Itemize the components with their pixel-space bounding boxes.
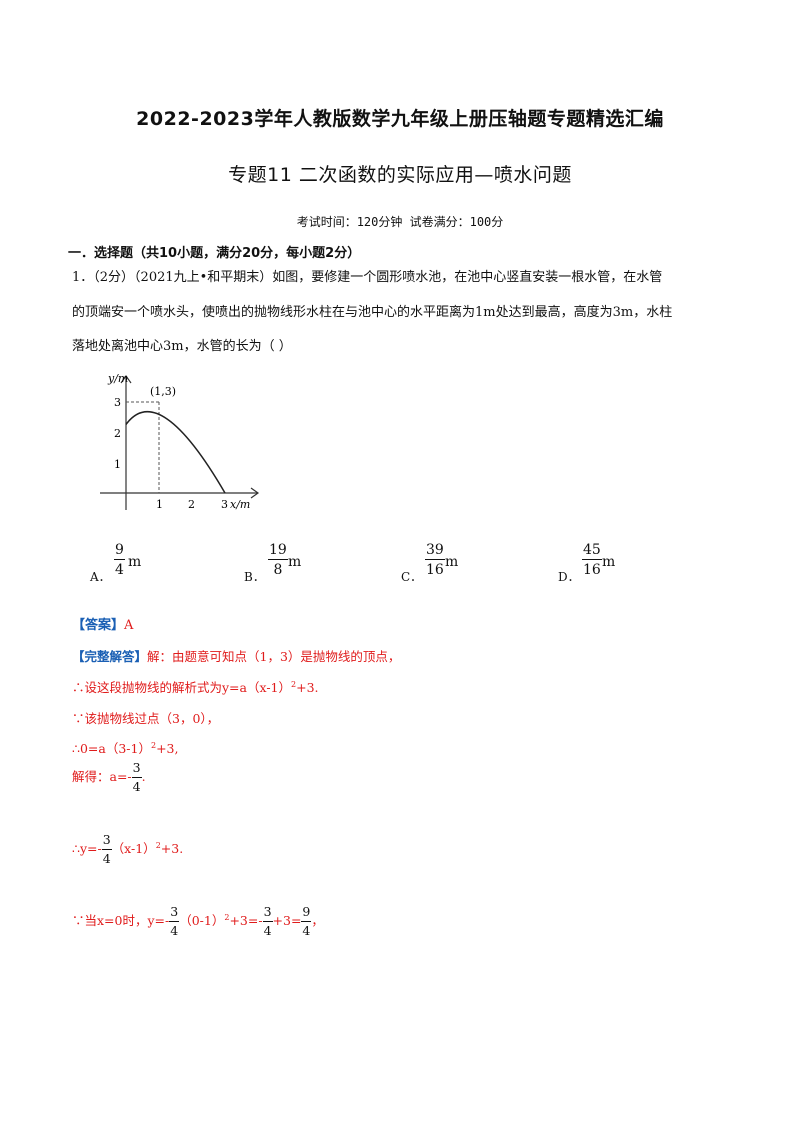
fraction-numerator: 9 — [301, 905, 312, 922]
question-line-1: 1．（2分）（2021九上•和平期末）如图，要修建一个圆形喷水池，在池中心竖直安… — [72, 270, 663, 285]
option-d-unit: m — [602, 554, 616, 570]
exponent: 2 — [150, 740, 157, 750]
y-axis-label: y/m — [107, 372, 128, 385]
fraction-numerator: 3 — [169, 905, 180, 922]
solution-line-1: 【完整解答】解：由题意可知点（1，3）是抛物线的顶点， — [72, 646, 400, 665]
solution-text-7e: ， — [311, 913, 324, 928]
question-line-3: 落地处离池中心3m，水管的长为（ ） — [72, 339, 292, 354]
exponent: 2 — [291, 679, 297, 689]
solution-line-2: ∴设这段抛物线的解析式为y=a（x-1）2+3. — [72, 677, 319, 696]
solution-text-7c: +3=- — [229, 913, 263, 928]
solution-text-6a: ∴y=- — [72, 841, 102, 856]
fraction-denominator: 4 — [170, 922, 179, 938]
option-d-denominator: 16 — [583, 562, 601, 578]
option-c-fraction: 39 16 — [425, 543, 445, 577]
solution-text-6c: +3. — [160, 841, 184, 856]
solution-line-7: ∵当x=0时，y=- 3 4 （0-1）2+3=- 3 4 +3= 9 4， — [72, 905, 324, 938]
document-title: 2022-2023学年人教版数学九年级上册压轴题专题精选汇编 — [136, 108, 664, 130]
exponent: 2 — [224, 912, 230, 922]
option-a-fraction: 9 4 — [114, 543, 125, 577]
option-d-fraction: 45 16 — [582, 543, 602, 577]
solution-text-6b: （x-1） — [111, 841, 156, 856]
x-tick-3: 3 — [221, 498, 228, 511]
parabola-curve — [125, 411, 226, 494]
section-heading: 一．选择题（共10小题，满分20分，每小题2分） — [68, 246, 361, 261]
solution-line-3: ∵该抛物线过点（3，0）， — [72, 711, 220, 726]
fraction-denominator: 4 — [263, 922, 272, 938]
option-a-unit: m — [128, 554, 142, 570]
solution-text-2b: +3. — [296, 680, 319, 695]
option-b-fraction: 19 8 — [268, 543, 288, 577]
solution-text-5a: 解得：a=- — [72, 769, 132, 784]
solution-text-2a: ∴设这段抛物线的解析式为y=a（x-1） — [72, 680, 291, 695]
x-axis-arrow — [250, 487, 260, 499]
question-line-2: 的顶端安一个喷水头，使喷出的抛物线形水柱在与池中心的水平距离为1m处达到最高，高… — [72, 305, 673, 320]
fraction-numerator: 3 — [131, 761, 142, 778]
solution-text-7b: （0-1） — [179, 913, 225, 928]
answer-line: 【答案】A — [72, 614, 133, 633]
solution-text-5b: . — [141, 769, 146, 784]
fraction-numerator: 3 — [101, 833, 112, 850]
document-subtitle: 专题11 二次函数的实际应用—喷水问题 — [228, 164, 572, 186]
solution-text-1: 解：由题意可知点（1，3）是抛物线的顶点， — [147, 649, 401, 664]
exam-info: 考试时间：120分钟 试卷满分：100分 — [296, 215, 504, 229]
y-axis-arrow — [120, 374, 132, 384]
solution-text-4b: +3, — [156, 741, 179, 756]
option-b-label: B． — [244, 570, 265, 584]
fraction-denominator: 4 — [302, 922, 311, 938]
solution-text-7d: +3= — [272, 913, 302, 928]
answer-tag: 【答案】 — [72, 618, 125, 633]
y-tick-3: 3 — [114, 396, 121, 409]
solution-text-7a: ∵当x=0时，y=- — [72, 913, 170, 928]
option-d-numerator: 45 — [582, 542, 602, 560]
option-b-numerator: 19 — [268, 542, 288, 560]
option-c-unit: m — [445, 554, 459, 570]
answer-value: A — [124, 618, 134, 633]
vertex-label: (1,3) — [150, 385, 176, 398]
option-b-unit: m — [288, 554, 302, 570]
solution-text-4a: ∴0=a（3-1） — [72, 741, 151, 756]
y-tick-1: 1 — [114, 458, 121, 471]
exponent: 2 — [155, 840, 161, 850]
option-a-label: A． — [90, 570, 111, 584]
fraction-numerator: 3 — [262, 905, 273, 922]
x-tick-2: 2 — [188, 498, 195, 511]
option-c-label: C． — [401, 570, 423, 584]
y-tick-2: 2 — [114, 427, 121, 440]
option-a-denominator: 4 — [115, 562, 124, 578]
solution-line-4: ∴0=a（3-1）2+3, — [72, 738, 178, 757]
x-tick-1: 1 — [156, 498, 163, 511]
solution-tag: 【完整解答】 — [72, 649, 148, 664]
solution-line-5: 解得：a=- 3 4. — [72, 761, 146, 794]
fraction-denominator: 4 — [102, 850, 111, 866]
x-axis-label: x/m — [230, 498, 250, 511]
solution-line-6: ∴y=- 3 4 （x-1）2+3. — [72, 833, 184, 866]
option-d-label: D． — [558, 570, 580, 584]
option-a-numerator: 9 — [114, 542, 125, 560]
option-c-numerator: 39 — [425, 542, 445, 560]
fraction-denominator: 4 — [132, 778, 141, 794]
option-c-denominator: 16 — [426, 562, 444, 578]
option-b-denominator: 8 — [273, 562, 283, 578]
parabola-graph: y/m x/m (1,3) 3 2 1 1 2 3 — [100, 372, 260, 511]
